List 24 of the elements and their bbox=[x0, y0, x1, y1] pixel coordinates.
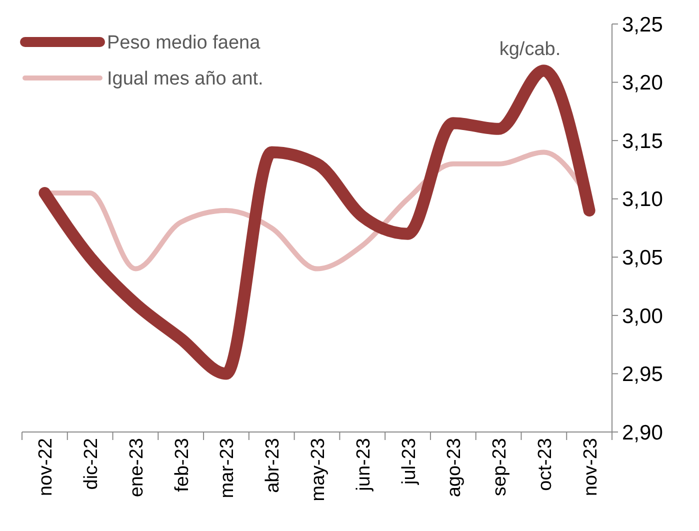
x-tick-label: nov-22 bbox=[36, 438, 57, 496]
y-tick-label: 3,10 bbox=[622, 188, 663, 212]
x-tick-label: sep-23 bbox=[490, 438, 511, 496]
x-tick-label: may-23 bbox=[308, 438, 329, 502]
x-tick-label: jul-23 bbox=[398, 438, 420, 486]
y-tick-label: 3,05 bbox=[622, 246, 663, 270]
x-tick-label: jun-23 bbox=[353, 438, 374, 492]
y-tick-label: 3,15 bbox=[622, 130, 663, 153]
y-tick-label: 2,90 bbox=[622, 421, 663, 444]
annotation: kg/cab. bbox=[499, 39, 561, 60]
y-tick-label: 3,25 bbox=[622, 13, 663, 36]
x-tick-label: ago-23 bbox=[444, 438, 466, 498]
y-tick-label: 3,20 bbox=[622, 72, 663, 95]
x-tick-label: dic-22 bbox=[81, 438, 102, 490]
x-tick-label: nov-23 bbox=[580, 438, 602, 496]
x-tick-label: feb-23 bbox=[172, 438, 193, 492]
legend-label: Peso medio faena bbox=[107, 32, 261, 54]
x-tick-label: mar-23 bbox=[217, 438, 238, 498]
x-tick-label: oct-23 bbox=[534, 438, 556, 491]
y-tick-label: 2,95 bbox=[622, 363, 663, 386]
legend-label: Igual mes año ant. bbox=[107, 68, 264, 90]
x-tick-label: ene-23 bbox=[126, 438, 148, 498]
x-tick-label: abr-23 bbox=[262, 438, 284, 493]
y-tick-label: 3,00 bbox=[622, 304, 663, 328]
